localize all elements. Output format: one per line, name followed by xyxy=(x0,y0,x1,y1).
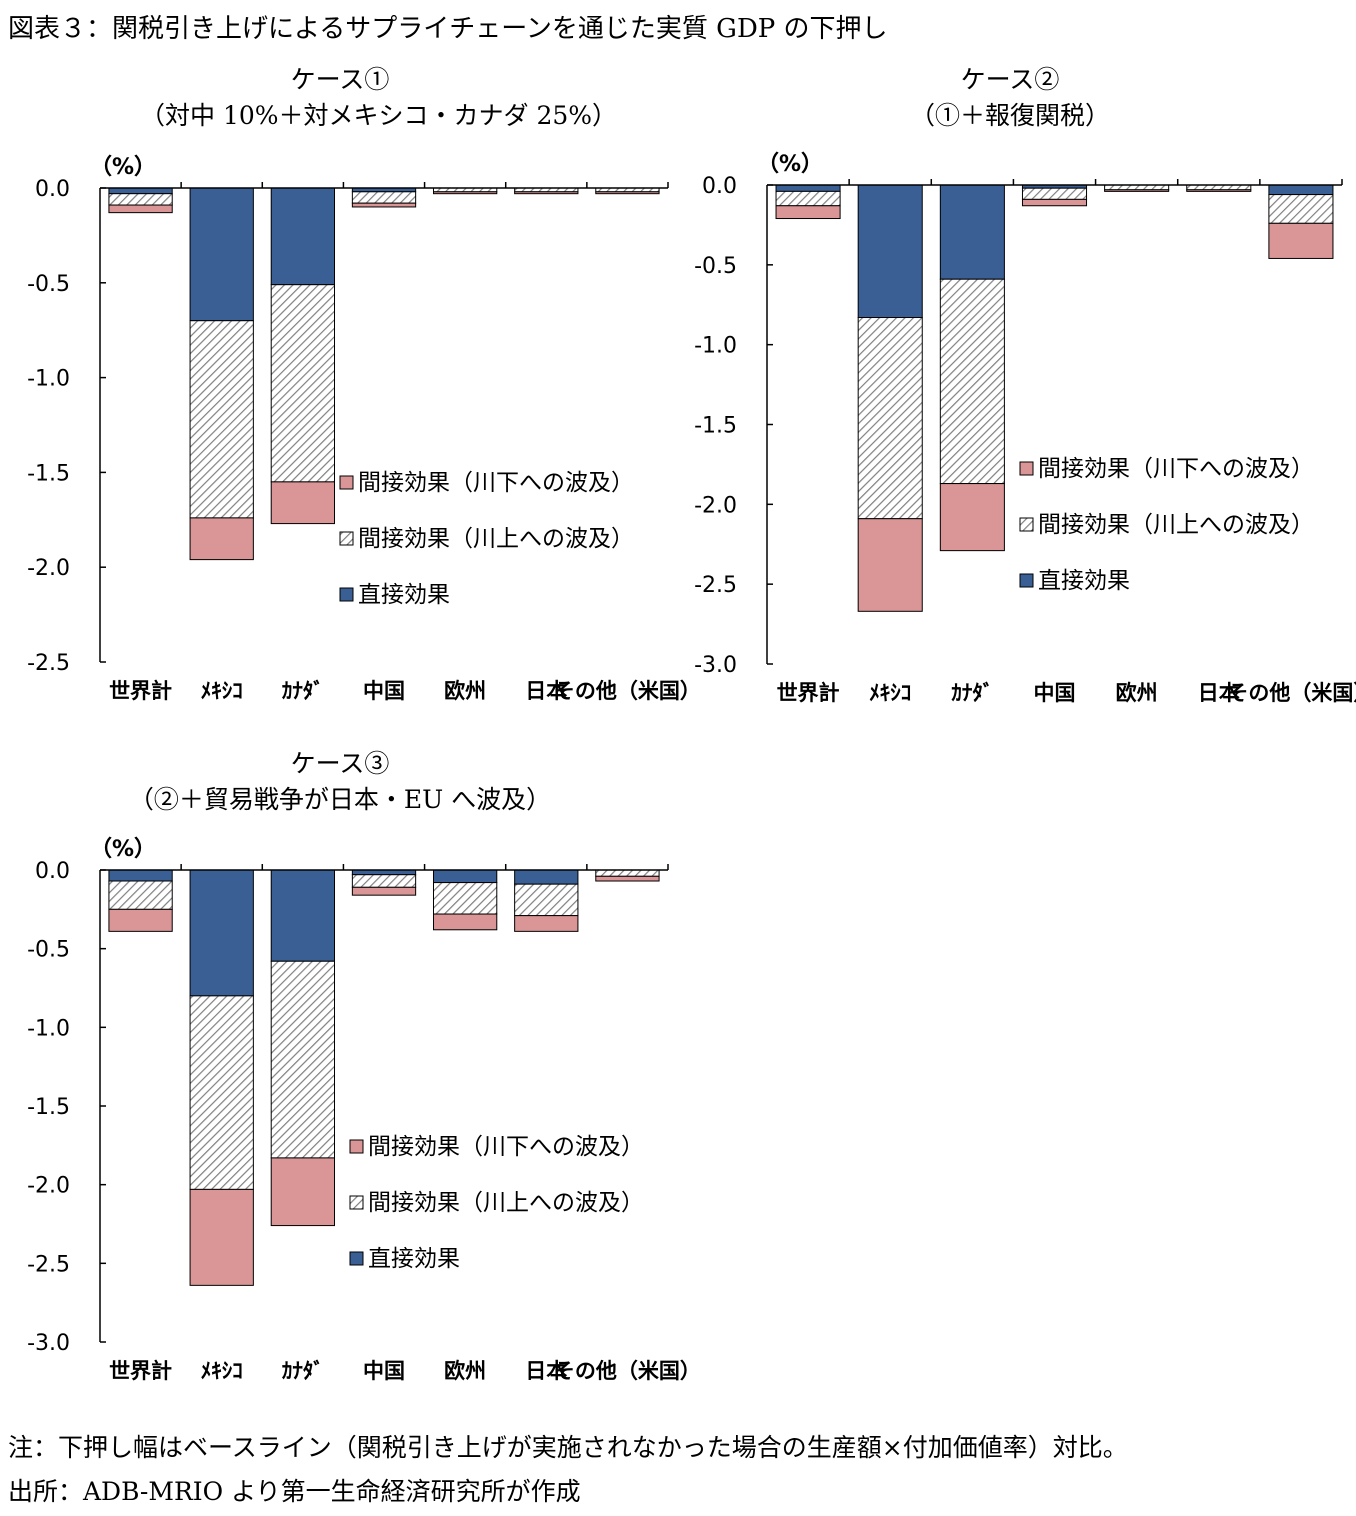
x-tick-label: 世界計 xyxy=(109,1359,172,1383)
bar-downstream xyxy=(109,909,172,931)
bar-upstream xyxy=(596,870,659,876)
y-tick-label: -1.5 xyxy=(27,1095,70,1120)
bar-direct xyxy=(109,870,172,881)
legend-label: 間接効果（川上への波及） xyxy=(368,1190,644,1216)
bar-downstream xyxy=(515,916,578,932)
y-axis-label: （%） xyxy=(90,837,156,862)
y-tick-label: -3.0 xyxy=(27,1331,70,1356)
bar-upstream xyxy=(271,961,334,1158)
y-tick-label: -2.5 xyxy=(27,1252,70,1277)
x-tick-label: 欧州 xyxy=(444,1359,486,1383)
bar-downstream xyxy=(596,876,659,881)
bar-upstream xyxy=(515,884,578,915)
y-tick-label: -0.5 xyxy=(27,938,70,963)
x-tick-label: ﾒｷｼｺ xyxy=(201,1359,243,1383)
bar-direct xyxy=(433,870,496,883)
bar-downstream xyxy=(190,1189,253,1285)
y-tick-label: -1.0 xyxy=(27,1016,70,1041)
bar-upstream xyxy=(433,883,496,914)
legend-swatch xyxy=(350,1252,363,1265)
legend-label: 直接効果 xyxy=(368,1246,460,1272)
legend-swatch xyxy=(350,1140,363,1153)
bar-upstream xyxy=(352,875,415,888)
x-tick-label: その他（米国） xyxy=(554,1359,701,1383)
bar-upstream xyxy=(190,996,253,1190)
bar-upstream xyxy=(109,881,172,909)
bar-downstream xyxy=(271,1158,334,1226)
bar-downstream xyxy=(352,887,415,895)
bar-direct xyxy=(515,870,578,884)
source-note: 出所：ADB-MRIO より第一生命経済研究所が作成 xyxy=(8,1472,581,1508)
legend-label: 間接効果（川下への波及） xyxy=(368,1134,644,1160)
chart-case3: （%） 0.0 -0.5 -1.0 -1.5 -2.0 -2.5 -3.0 世界計 ﾒｷｼｺ ｶﾅﾀ… xyxy=(0,0,1356,1516)
bar-downstream xyxy=(433,914,496,930)
bar-direct xyxy=(190,870,253,996)
y-tick-label: -2.0 xyxy=(27,1174,70,1199)
x-tick-label: 中国 xyxy=(363,1359,405,1383)
y-tick-label: 0.0 xyxy=(35,859,70,884)
bar-direct xyxy=(271,870,334,961)
legend-swatch xyxy=(350,1196,363,1209)
footnote: 注：下押し幅はベースライン（関税引き上げが実施されなかった場合の生産額×付加価値… xyxy=(8,1428,1128,1464)
x-tick-label: ｶﾅﾀﾞ xyxy=(282,1359,324,1383)
